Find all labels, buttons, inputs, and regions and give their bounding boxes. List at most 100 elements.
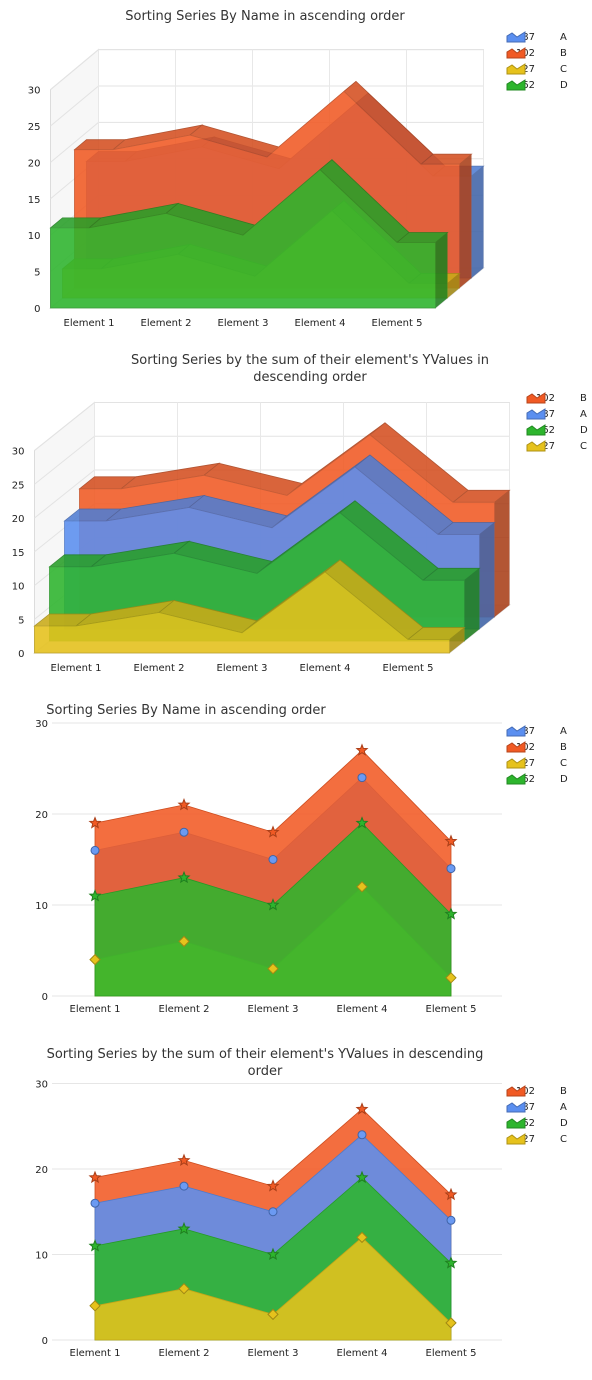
legend-label: B — [560, 742, 567, 753]
legend-value: 87 — [522, 1102, 535, 1113]
data-point-marker — [268, 1207, 278, 1217]
area-side-face — [464, 568, 480, 641]
legend-label: A — [580, 409, 587, 420]
legend-item-B: 102B — [506, 741, 592, 757]
data-point-marker — [88, 1170, 102, 1184]
x-tick-label: Element 3 — [248, 1004, 299, 1015]
data-point-marker — [177, 1153, 191, 1167]
x-tick-label: Element 4 — [337, 1348, 388, 1359]
data-point-marker — [357, 773, 367, 783]
legend-label: D — [560, 1118, 568, 1129]
legend-label: B — [560, 1086, 567, 1097]
legend-value: 87 — [542, 409, 555, 420]
legend-area-icon — [506, 31, 526, 43]
legend-item-C: 27 C — [506, 63, 592, 79]
x-tick-label: Element 3 — [218, 318, 269, 329]
x-tick-label: Element 4 — [300, 663, 351, 674]
y-tick-label: 30 — [12, 447, 25, 458]
legend-label: D — [560, 80, 568, 91]
data-point-marker — [444, 1187, 458, 1201]
legend-area-icon — [506, 47, 526, 59]
data-point-marker — [356, 881, 368, 893]
data-point-marker — [444, 834, 458, 847]
area-side-face — [479, 522, 495, 629]
legend-area-icon — [506, 1085, 526, 1097]
data-point-marker — [177, 870, 191, 884]
legend-area-icon — [506, 79, 526, 91]
legend-item-C: 27 C — [506, 1133, 592, 1149]
legend-item-B: 102B — [506, 1085, 592, 1101]
data-point-marker — [177, 798, 191, 811]
legend-area-icon — [526, 424, 546, 436]
x-tick-label: Element 5 — [426, 1004, 477, 1015]
chart-title: Sorting Series by the sum of their eleme… — [131, 353, 489, 385]
legend-label: A — [560, 32, 567, 43]
legend-item-D: 62 D — [526, 424, 592, 440]
chart-plot: 0 10 20 30 Element 1 Element 2 Element 3 Elemen… — [35, 1080, 502, 1359]
data-point-marker — [355, 1102, 369, 1115]
y-tick-label: 20 — [12, 514, 25, 525]
legend-area-icon — [506, 63, 526, 75]
series-C-area — [94, 1236, 452, 1341]
area-side-face — [447, 273, 460, 298]
x-tick-label: Element 4 — [337, 1004, 388, 1015]
legend-label: C — [560, 1134, 567, 1145]
data-point-marker — [88, 889, 102, 902]
gridline — [34, 469, 95, 519]
legend-value: 62 — [522, 1118, 535, 1129]
data-point-marker — [89, 953, 101, 966]
legend-label: B — [560, 48, 567, 59]
legend-item-A: 87 A — [506, 725, 592, 741]
chart-plot: 0 5 10 15 20 25 30 Element 1 Element 2 Element 3 E… — [12, 401, 511, 674]
y-tick-label: 20 — [35, 810, 48, 821]
legend-label: B — [580, 393, 587, 404]
legend-value: 62 — [522, 80, 535, 91]
data-point-marker — [267, 962, 279, 975]
legend-value: 27 — [522, 758, 535, 769]
y-tick-label: 10 — [28, 231, 41, 242]
legend-area-icon — [526, 392, 546, 404]
chart-panel-4: Sorting Series by the sum of their eleme… — [0, 1038, 592, 1380]
chart-legend: 87 A 102B27 C 62 D — [506, 725, 592, 789]
data-point-marker — [444, 907, 458, 920]
legend-label: C — [560, 64, 567, 75]
y-tick-label: 30 — [28, 86, 41, 97]
y-tick-label: 15 — [28, 195, 41, 206]
data-point-marker — [90, 845, 100, 855]
legend-label: D — [560, 774, 568, 785]
legend-item-B: 102B — [526, 392, 592, 408]
data-point-marker — [88, 1239, 102, 1252]
chart-panel-1: Sorting Series By Name in ascending orde… — [0, 0, 592, 342]
x-tick-label: Element 2 — [159, 1004, 210, 1015]
legend-area-icon — [506, 1101, 526, 1113]
legend-label: A — [560, 1102, 567, 1113]
y-tick-label: 30 — [35, 719, 48, 730]
legend-value: 87 — [522, 726, 535, 737]
area-side-face — [471, 166, 484, 278]
series-C-area — [33, 559, 466, 654]
data-point-marker — [445, 972, 457, 984]
data-point-marker — [266, 825, 280, 838]
x-tick-label: Element 1 — [70, 1004, 121, 1015]
legend-value: 27 — [542, 441, 555, 452]
data-point-marker — [446, 1215, 456, 1225]
x-tick-label: Element 1 — [64, 318, 115, 329]
legend-value: 62 — [522, 774, 535, 785]
legend-value: 27 — [522, 64, 535, 75]
y-tick-label: 0 — [42, 992, 48, 1003]
area-side-face — [459, 154, 472, 288]
y-tick-label: 10 — [12, 582, 25, 593]
data-point-marker — [355, 816, 369, 829]
legend-value: 27 — [522, 1134, 535, 1145]
data-point-marker — [88, 816, 102, 829]
area-front-face — [34, 571, 450, 654]
data-point-marker — [355, 743, 369, 756]
y-tick-label: 20 — [35, 1165, 48, 1176]
data-point-marker — [266, 1247, 280, 1260]
legend-label: D — [580, 425, 588, 436]
chart-plot: 0 10 20 30 Element 1 Element 2 Element 3 Elemen… — [35, 719, 502, 1015]
legend-item-A: 87 A — [506, 31, 592, 47]
data-point-marker — [178, 935, 190, 948]
x-tick-label: Element 4 — [295, 318, 346, 329]
y-tick-label: 0 — [18, 649, 24, 660]
